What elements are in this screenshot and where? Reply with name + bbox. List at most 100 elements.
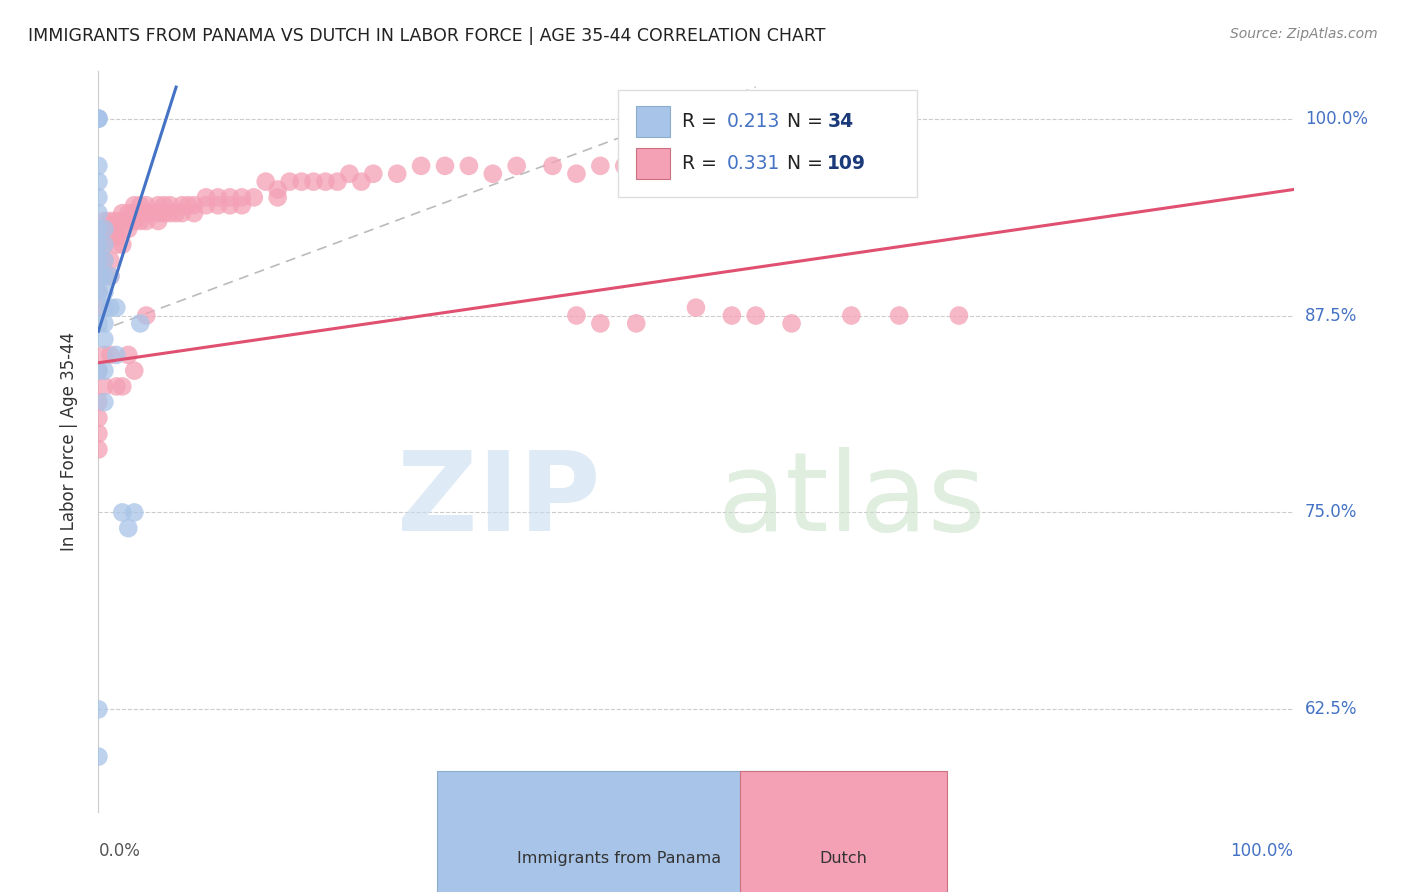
Point: [111, 206, 134, 220]
Point: [87, 222, 110, 236]
Point: [745, 151, 768, 165]
Text: 100.0%: 100.0%: [1305, 110, 1368, 128]
Point: [87, 269, 110, 284]
Point: [195, 198, 218, 212]
Point: [506, 159, 529, 173]
Point: [124, 198, 146, 212]
Text: R =: R =: [682, 112, 723, 131]
Point: [177, 198, 200, 212]
Point: [411, 159, 433, 173]
Point: [589, 159, 612, 173]
Point: [135, 206, 157, 220]
Point: [87, 237, 110, 252]
Point: [98, 269, 122, 284]
Text: 87.5%: 87.5%: [1305, 307, 1357, 325]
Point: [87, 301, 110, 315]
Text: 100.0%: 100.0%: [1230, 842, 1294, 860]
Point: [105, 214, 128, 228]
Text: ZIP: ZIP: [396, 447, 600, 554]
Point: [87, 395, 110, 409]
Point: [93, 269, 115, 284]
Point: [243, 190, 266, 204]
Point: [231, 198, 253, 212]
Point: [87, 442, 110, 457]
Point: [153, 206, 176, 220]
Point: [117, 206, 139, 220]
Point: [98, 269, 122, 284]
Point: [93, 222, 115, 236]
Point: [87, 159, 110, 173]
Point: [721, 309, 744, 323]
Point: [129, 206, 152, 220]
FancyBboxPatch shape: [637, 106, 669, 137]
Point: [302, 175, 325, 189]
Point: [105, 229, 128, 244]
Text: R =: R =: [682, 154, 723, 173]
Point: [93, 253, 115, 268]
Point: [159, 206, 181, 220]
Point: [889, 309, 911, 323]
Point: [105, 348, 128, 362]
Text: atlas: atlas: [717, 447, 986, 554]
Point: [565, 309, 588, 323]
Point: [117, 348, 139, 362]
Point: [93, 285, 115, 299]
Point: [93, 395, 115, 409]
Point: [458, 159, 481, 173]
Point: [124, 364, 146, 378]
Point: [385, 167, 409, 181]
Point: [613, 159, 636, 173]
Point: [339, 167, 361, 181]
Point: [124, 505, 146, 519]
Point: [589, 317, 612, 331]
Point: [87, 112, 110, 126]
Text: 109: 109: [827, 154, 866, 173]
Point: [148, 198, 170, 212]
Point: [745, 309, 768, 323]
Text: 75.0%: 75.0%: [1305, 503, 1357, 522]
Point: [135, 309, 157, 323]
Point: [363, 167, 385, 181]
Point: [87, 317, 110, 331]
Point: [87, 285, 110, 299]
Point: [98, 214, 122, 228]
Point: [111, 222, 134, 236]
Point: [219, 198, 242, 212]
Point: [148, 206, 170, 220]
Text: 0.213: 0.213: [727, 112, 780, 131]
Text: 62.5%: 62.5%: [1305, 700, 1357, 718]
Point: [111, 214, 134, 228]
FancyBboxPatch shape: [619, 90, 917, 197]
Point: [219, 190, 242, 204]
Point: [98, 301, 122, 315]
Point: [87, 175, 110, 189]
Point: [129, 214, 152, 228]
Point: [267, 190, 290, 204]
Point: [93, 317, 115, 331]
Point: [93, 379, 115, 393]
Text: N =: N =: [775, 154, 828, 173]
Point: [315, 175, 337, 189]
Point: [350, 175, 373, 189]
Point: [231, 190, 253, 204]
Point: [153, 198, 176, 212]
Point: [105, 222, 128, 236]
Point: [267, 182, 290, 196]
Point: [183, 198, 205, 212]
Text: Dutch: Dutch: [820, 851, 868, 865]
Point: [87, 269, 110, 284]
Point: [87, 411, 110, 425]
Point: [948, 309, 970, 323]
Point: [278, 175, 301, 189]
Point: [254, 175, 277, 189]
Point: [87, 426, 110, 441]
Point: [159, 198, 181, 212]
Point: [93, 348, 115, 362]
Point: [183, 206, 205, 220]
Point: [87, 190, 110, 204]
Point: [87, 364, 110, 378]
Point: [148, 214, 170, 228]
Point: [685, 151, 707, 165]
Point: [93, 237, 115, 252]
Point: [326, 175, 349, 189]
